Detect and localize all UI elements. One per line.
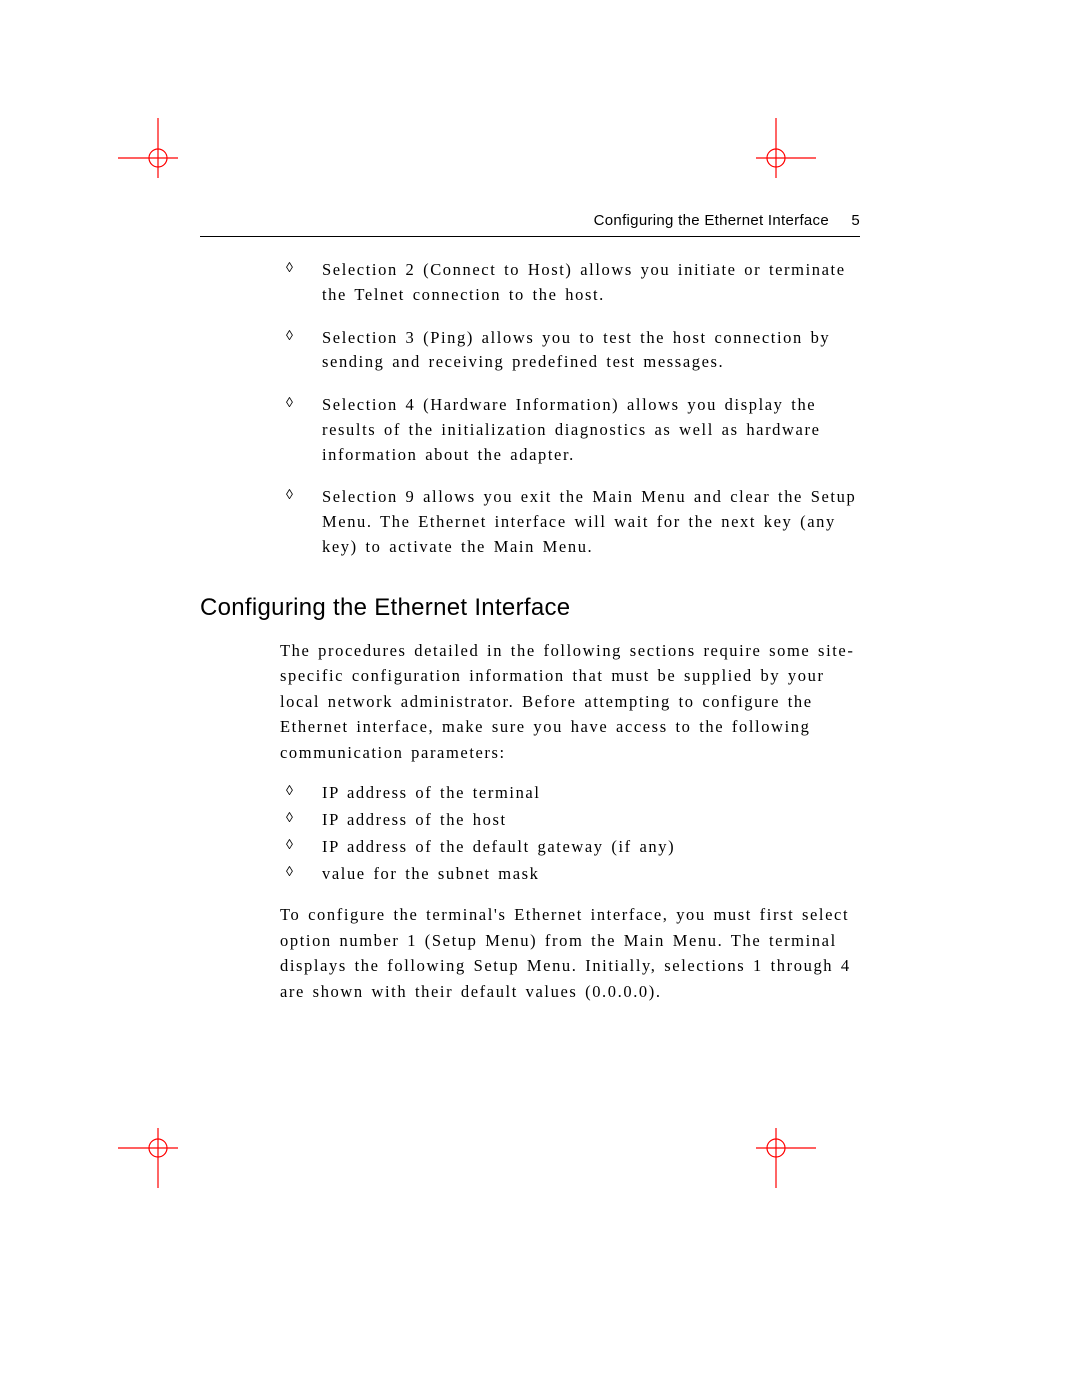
registration-mark-bottom-left	[118, 1128, 178, 1188]
list-item: Selection 3 (Ping) allows you to test th…	[280, 326, 860, 376]
section-heading: Configuring the Ethernet Interface	[200, 594, 860, 622]
registration-mark-top-left	[118, 118, 178, 178]
header-rule	[200, 236, 860, 237]
outro-paragraph: To configure the terminal's Ethernet int…	[280, 902, 860, 1004]
list-item: Selection 4 (Hardware Information) allow…	[280, 393, 860, 467]
list-item: IP address of the host	[280, 808, 860, 833]
list-item: IP address of the terminal	[280, 781, 860, 806]
list-item: value for the subnet mask	[280, 862, 860, 887]
list-item: Selection 9 allows you exit the Main Men…	[280, 485, 860, 559]
running-header: Configuring the Ethernet Interface 5	[280, 212, 860, 229]
page-number: 5	[851, 212, 860, 229]
intro-paragraph: The procedures detailed in the following…	[280, 638, 860, 766]
page: Configuring the Ethernet Interface 5 Sel…	[0, 0, 1080, 1397]
body: Selection 2 (Connect to Host) allows you…	[280, 258, 860, 1021]
registration-mark-bottom-right	[756, 1128, 816, 1188]
registration-mark-top-right	[756, 118, 816, 178]
list-item: Selection 2 (Connect to Host) allows you…	[280, 258, 860, 308]
running-title: Configuring the Ethernet Interface	[594, 212, 829, 229]
selection-list: Selection 2 (Connect to Host) allows you…	[280, 258, 860, 560]
parameter-list: IP address of the terminal IP address of…	[280, 781, 860, 886]
list-item: IP address of the default gateway (if an…	[280, 835, 860, 860]
